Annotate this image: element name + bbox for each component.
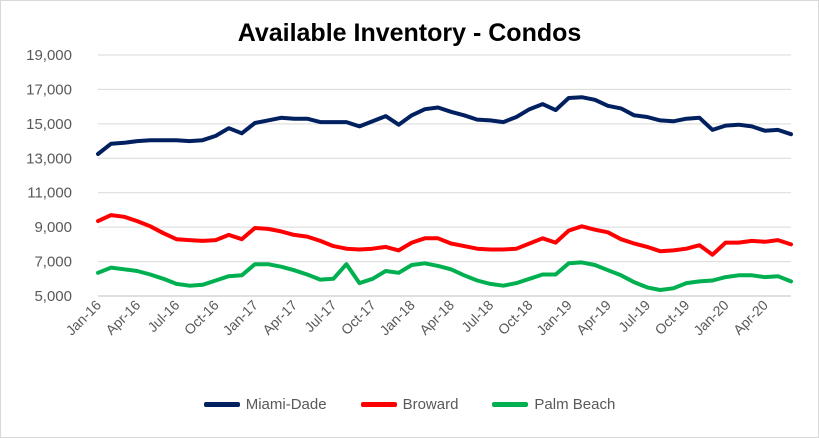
y-tick-label: 17,000 xyxy=(26,81,72,98)
x-tick-label: Apr-18 xyxy=(416,297,457,338)
x-tick-label: Jan-19 xyxy=(533,297,575,339)
legend-item-broward: Broward xyxy=(360,396,459,413)
x-tick-label: Jan-20 xyxy=(690,297,732,339)
x-tick-label: Oct-17 xyxy=(338,297,379,338)
x-tick-label: Jul-19 xyxy=(615,297,653,335)
legend: Miami-Dade Broward Palm Beach xyxy=(1,396,818,413)
legend-item-palm-beach: Palm Beach xyxy=(492,396,615,413)
legend-swatch xyxy=(492,402,529,407)
series-line-miami-dade xyxy=(96,95,793,156)
x-tick-label: Apr-17 xyxy=(259,297,300,338)
x-tick-label: Jul-18 xyxy=(458,297,496,335)
x-tick-label: Apr-19 xyxy=(573,297,614,338)
x-tick-label: Jul-17 xyxy=(301,297,339,335)
x-tick-label: Jul-16 xyxy=(144,297,182,335)
x-tick-label: Oct-16 xyxy=(181,297,222,338)
y-tick-label: 15,000 xyxy=(26,116,72,133)
series-line-palm-beach xyxy=(96,260,793,292)
legend-label: Palm Beach xyxy=(534,396,616,413)
legend-swatch xyxy=(360,402,397,407)
x-tick-label: Apr-16 xyxy=(102,297,143,338)
legend-label: Broward xyxy=(402,396,459,413)
y-tick-label: 5,000 xyxy=(34,288,72,305)
series-line-broward xyxy=(96,213,793,257)
chart-title: Available Inventory - Condos xyxy=(237,19,582,47)
y-tick-label: 13,000 xyxy=(26,150,72,167)
x-tick-label: Jan-17 xyxy=(219,297,261,339)
y-tick-label: 19,000 xyxy=(26,47,72,64)
x-tick-label: Oct-18 xyxy=(495,297,536,338)
legend-item-miami-dade: Miami-Dade xyxy=(203,396,327,413)
y-tick-label: 11,000 xyxy=(27,185,72,202)
y-tick-label: 9,000 xyxy=(34,219,72,236)
x-tick-label: Jan-18 xyxy=(376,297,418,339)
x-tick-label: Oct-19 xyxy=(651,297,692,338)
legend-label: Miami-Dade xyxy=(245,396,327,413)
legend-swatch xyxy=(203,402,240,407)
y-tick-label: 7,000 xyxy=(34,254,72,271)
x-tick-label: Apr-20 xyxy=(730,297,771,338)
